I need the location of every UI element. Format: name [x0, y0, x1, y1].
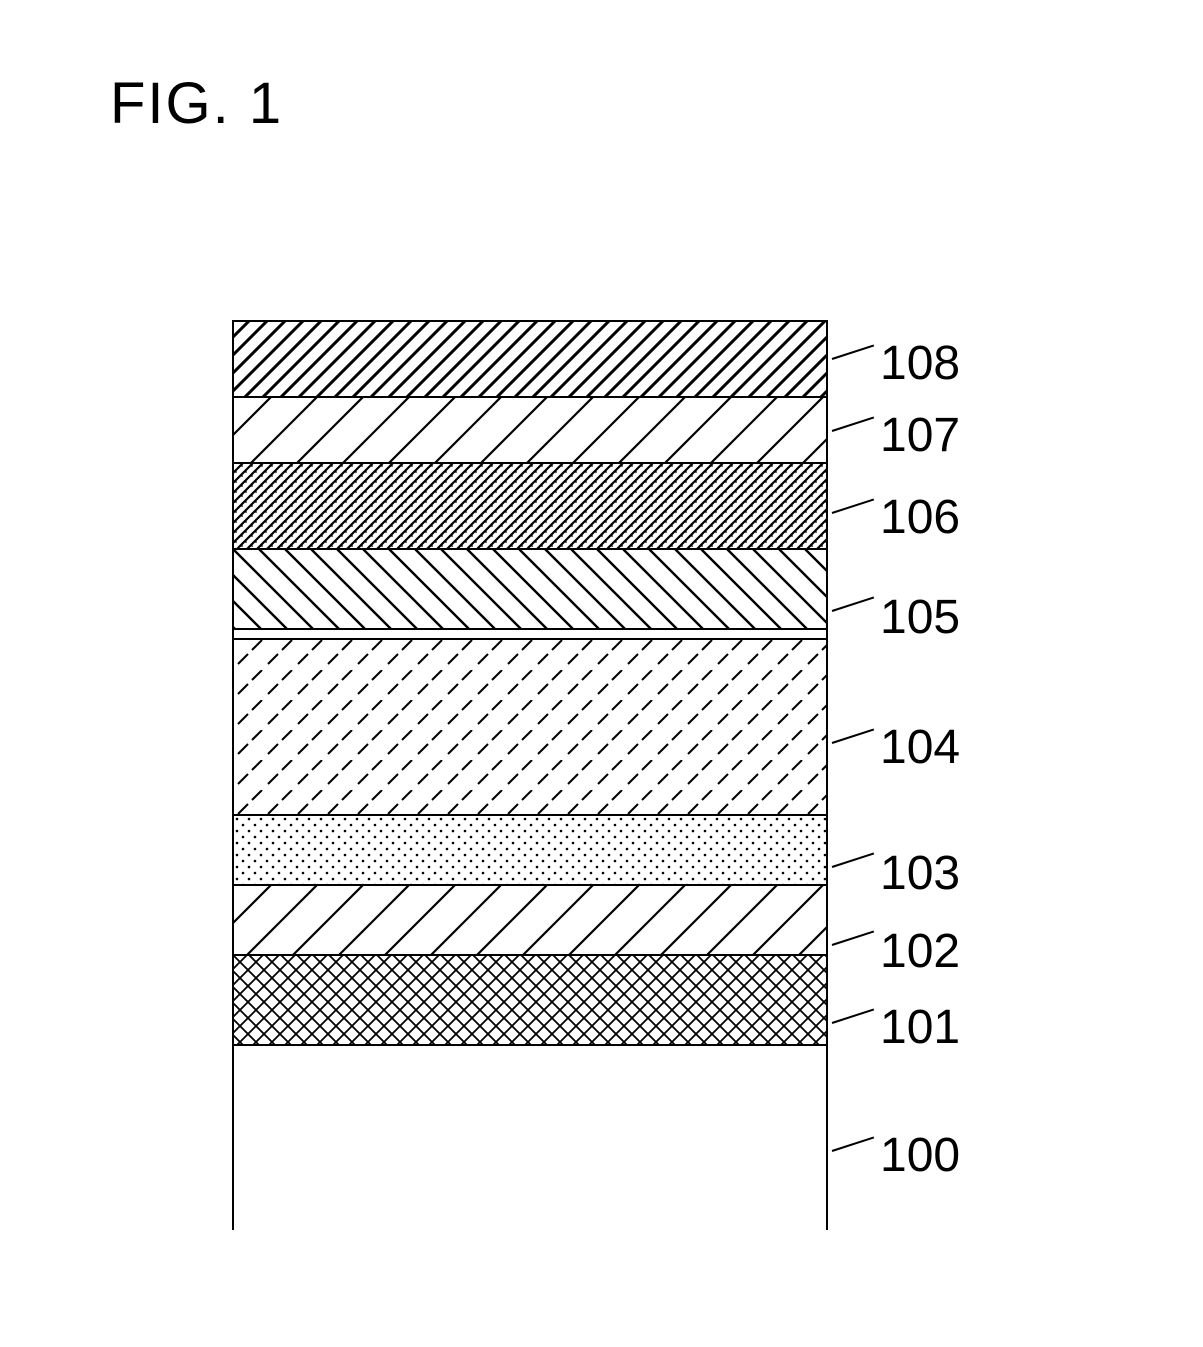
label-106: 106 — [880, 490, 960, 545]
layer-102 — [234, 884, 826, 954]
label-100: 100 — [880, 1128, 960, 1183]
leader-106 — [832, 498, 874, 513]
label-104: 104 — [880, 720, 960, 775]
layer-101 — [234, 954, 826, 1044]
layer-104 — [234, 638, 826, 814]
layer-spacer — [234, 628, 826, 638]
leader-101 — [832, 1008, 874, 1023]
label-105: 105 — [880, 590, 960, 645]
label-102: 102 — [880, 924, 960, 979]
layer-106 — [234, 462, 826, 548]
figure-title: FIG. 1 — [110, 70, 283, 137]
layer-107 — [234, 396, 826, 462]
leader-102 — [832, 930, 874, 945]
layer-108 — [234, 322, 826, 396]
leader-100 — [832, 1136, 874, 1151]
label-101: 101 — [880, 1000, 960, 1055]
layer-100 — [234, 1044, 826, 1232]
label-107: 107 — [880, 408, 960, 463]
layer-stack — [232, 320, 828, 1230]
label-108: 108 — [880, 336, 960, 391]
leader-107 — [832, 416, 874, 431]
label-103: 103 — [880, 846, 960, 901]
figure-page: FIG. 1 108 107 106 105 104 103 102 101 100 — [0, 0, 1203, 1347]
leader-103 — [832, 852, 874, 867]
layer-105 — [234, 548, 826, 628]
leader-105 — [832, 596, 874, 611]
leader-108 — [832, 344, 874, 359]
layer-103 — [234, 814, 826, 884]
leader-104 — [832, 728, 874, 743]
